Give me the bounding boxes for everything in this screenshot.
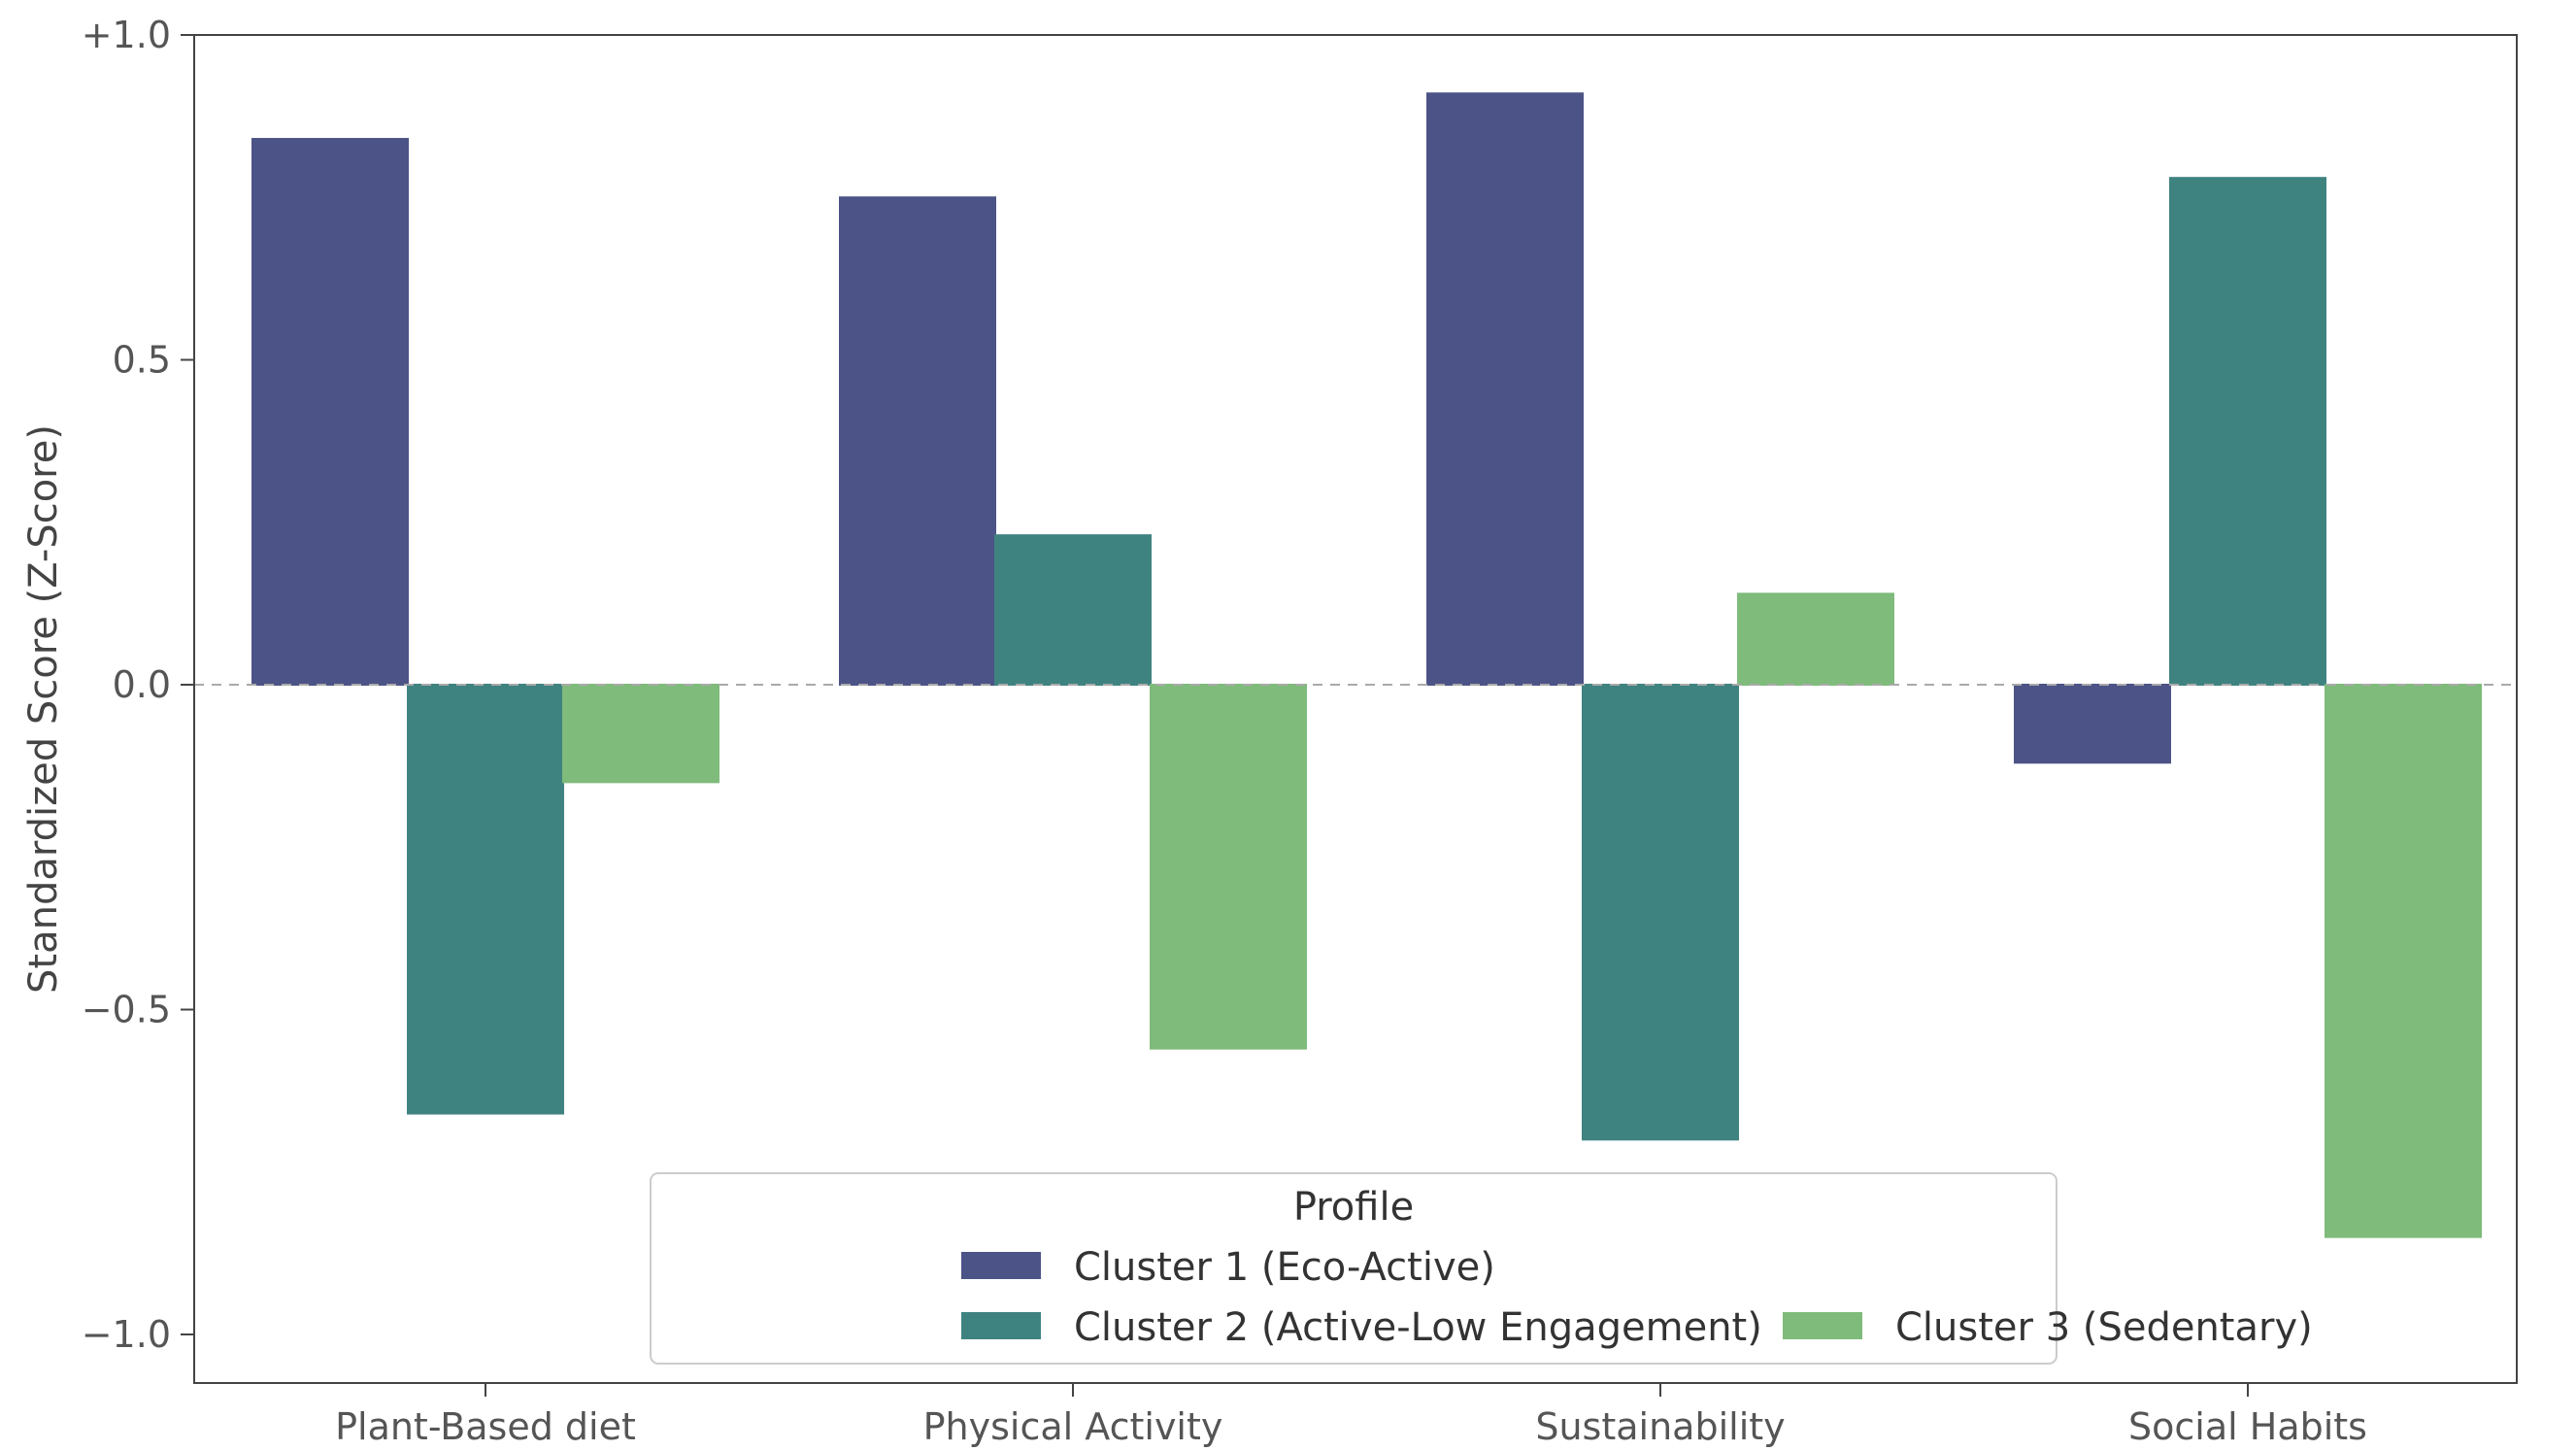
y-tick-label: 0.5 (113, 339, 171, 382)
bar-physical-activity-cluster-1 (839, 196, 996, 686)
bar-plant-based-diet-cluster-3 (562, 684, 719, 784)
y-axis-ticks: +1.0 0.5 0.0 −0.5 −1.0 (82, 14, 194, 1356)
legend-title: Profile (1293, 1185, 1414, 1230)
y-tick-label: 0.0 (113, 663, 171, 706)
legend-swatch-cluster-2 (961, 1312, 1041, 1339)
y-tick-label: +1.0 (82, 14, 171, 56)
bar-social-habits-cluster-2 (2169, 177, 2326, 686)
x-tick-label: Social Habits (2128, 1405, 2367, 1448)
legend: Profile Cluster 1 (Eco-Active) Cluster 2 … (650, 1172, 2313, 1365)
plot-frame (193, 34, 2518, 1384)
legend-label-cluster-1: Cluster 1 (Eco-Active) (1074, 1245, 1495, 1290)
legend-label-cluster-3: Cluster 3 (Sedentary) (1895, 1305, 2313, 1350)
bar-sustainability-cluster-3 (1737, 592, 1894, 687)
bar-social-habits-cluster-3 (2325, 684, 2482, 1238)
bar-sustainability-cluster-2 (1582, 684, 1739, 1141)
bar-physical-activity-cluster-3 (1150, 684, 1307, 1050)
legend-swatch-cluster-1 (961, 1252, 1041, 1279)
bar-sustainability-cluster-1 (1426, 92, 1584, 686)
y-axis-label: Standardized Score (Z-Score) (21, 424, 66, 994)
bars-group (251, 92, 2482, 1238)
legend-swatch-cluster-3 (1783, 1312, 1862, 1339)
bar-physical-activity-cluster-2 (994, 534, 1152, 686)
y-tick-label: −1.0 (82, 1313, 171, 1356)
x-tick-label: Physical Activity (923, 1405, 1223, 1448)
bar-social-habits-cluster-1 (2014, 684, 2171, 764)
bar-plant-based-diet-cluster-2 (407, 684, 564, 1115)
bar-plant-based-diet-cluster-1 (251, 138, 409, 687)
legend-entries: Cluster 1 (Eco-Active) Cluster 2 (Active-… (961, 1245, 2313, 1350)
x-axis-ticks: Plant-Based diet Physical Activity Sustain… (335, 1383, 2367, 1448)
x-tick-label: Plant-Based diet (335, 1405, 636, 1448)
y-tick-label: −0.5 (82, 989, 171, 1031)
legend-label-cluster-2: Cluster 2 (Active-Low Engagement) (1074, 1305, 1762, 1350)
x-tick-label: Sustainability (1535, 1405, 1785, 1448)
